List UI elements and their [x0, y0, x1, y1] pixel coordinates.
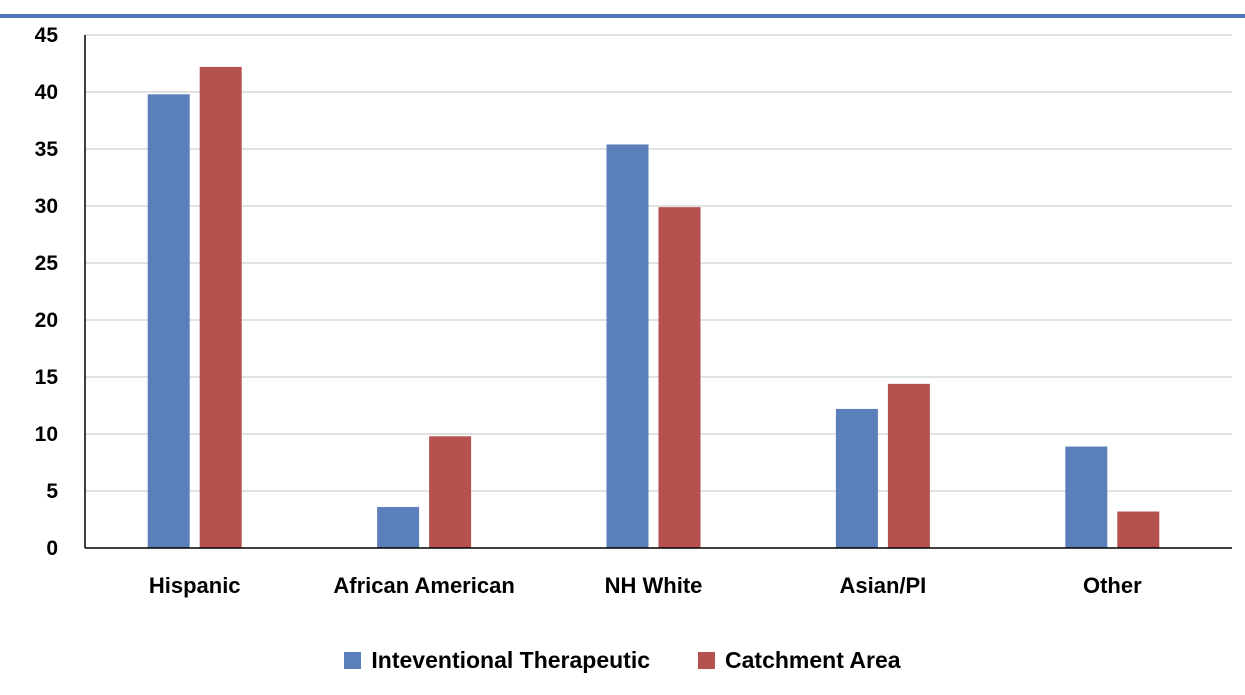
legend-label-series-2: Catchment Area	[725, 646, 901, 673]
gridlines	[85, 34, 1232, 492]
top-rule	[0, 14, 1245, 18]
bar-2-other	[1117, 511, 1160, 548]
y-tick-label: 45	[35, 24, 59, 47]
y-tick-label: 20	[35, 309, 58, 332]
y-tick-label: 30	[35, 195, 58, 218]
bar-1-nh-white	[606, 144, 649, 548]
bar-1-other	[1065, 446, 1108, 548]
y-tick-label: 10	[35, 423, 58, 446]
bar-2-nh-white	[658, 207, 701, 548]
legend-item-series-2: Catchment Area	[698, 647, 901, 674]
bar-1-african-american	[377, 506, 420, 548]
legend-item-series-1: Inteventional Therapeutic	[344, 647, 650, 674]
y-tick-label: 25	[35, 252, 59, 275]
legend-label-series-1: Inteventional Therapeutic	[371, 646, 651, 673]
x-tick-label: NH White	[605, 573, 703, 598]
y-axis-ticks: 0 5 10 15 20 25 30 35 40 45	[35, 24, 59, 560]
bar-2-asian-pi	[887, 383, 930, 548]
y-tick-label: 35	[35, 138, 59, 161]
axes	[84, 35, 1232, 549]
x-tick-label: Asian/PI	[839, 573, 926, 598]
bar-1-hispanic	[147, 94, 190, 548]
legend-swatch-series-1	[344, 651, 362, 669]
bar-2-african-american	[429, 436, 472, 548]
x-tick-label: African American	[333, 573, 514, 598]
x-tick-label: Hispanic	[149, 573, 241, 598]
bar-chart: 0 5 10 15 20 25 30 35 40 45 Hispanic African Ameri…	[35, 24, 1232, 598]
x-tick-label: Other	[1083, 573, 1142, 598]
bar-2-hispanic	[199, 66, 242, 549]
y-tick-label: 40	[35, 81, 58, 104]
legend-swatch-series-2	[698, 651, 716, 669]
y-tick-label: 0	[46, 537, 58, 560]
bars	[147, 66, 1160, 549]
legend: Inteventional Therapeutic Catchment Area	[0, 640, 1245, 680]
y-tick-label: 5	[46, 480, 58, 503]
y-tick-label: 15	[35, 366, 59, 389]
bar-1-asian-pi	[835, 408, 878, 548]
x-axis-labels: Hispanic African American NH White Asian/PI…	[149, 573, 1142, 598]
